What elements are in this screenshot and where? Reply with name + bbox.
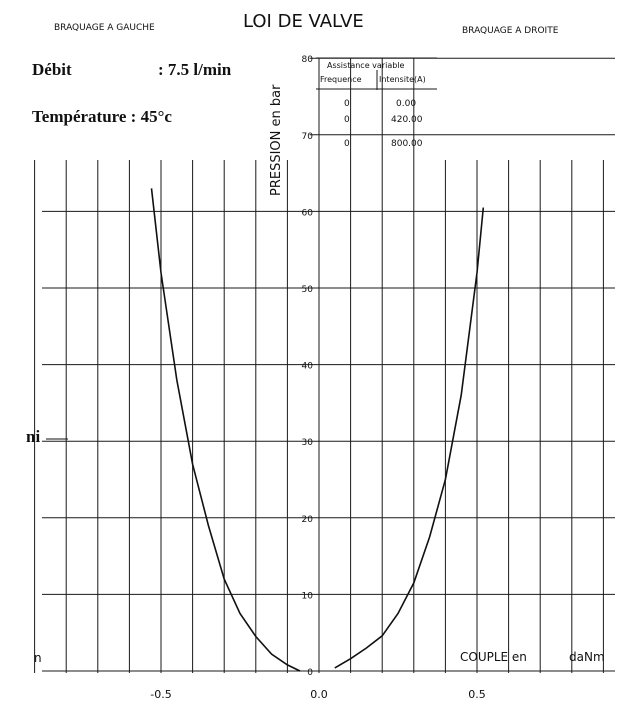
y-tick-labels: 0 10 20 30 40 50 60 70 80 — [302, 55, 314, 678]
horizontal-gridlines — [42, 57, 615, 672]
left-caption: BRAQUAGE A GAUCHE — [54, 23, 155, 33]
curve-right-steering — [334, 207, 485, 669]
y-tick-label: 60 — [302, 208, 314, 218]
chart-title: LOI DE VALVE — [243, 11, 364, 32]
x-tick-label: 0.5 — [468, 688, 486, 701]
curve-left-steering — [150, 188, 301, 672]
table-header-title: Assistance variable — [327, 61, 405, 70]
table-row-2-freq: 0 — [344, 115, 350, 125]
y-tick-label: 70 — [302, 132, 314, 142]
table-row-2-int: 420.00 — [391, 115, 423, 125]
valve-curves — [150, 188, 485, 672]
y-tick-label: 10 — [302, 591, 314, 601]
x-axis-label-main: COUPLE en — [460, 650, 527, 664]
y-tick-label: 80 — [302, 55, 314, 65]
table-header-intensite: Intensite(A) — [379, 75, 426, 84]
table-row-1-freq: 0 — [344, 99, 350, 109]
debit-value: : 7.5 l/min — [158, 60, 232, 79]
y-tick-label: 30 — [302, 438, 314, 448]
table-header-frequence: Frequence — [320, 75, 362, 84]
y-axis-label: PRESSION en bar — [269, 84, 284, 196]
y-tick-label: 50 — [302, 285, 314, 295]
y-tick-label: 0 — [307, 668, 313, 678]
y-tick-label: 20 — [302, 515, 314, 525]
temperature-label: Température : 45°c — [32, 107, 172, 126]
corner-label: n — [34, 651, 42, 665]
x-tick-label: 0.0 — [310, 688, 328, 701]
debit-label: Débit — [32, 60, 72, 79]
side-label: ni — [26, 427, 40, 446]
assistance-table: Assistance variable Frequence Intensite(… — [316, 57, 437, 149]
vertical-gridlines — [34, 58, 604, 673]
right-caption: BRAQUAGE A DROITE — [462, 26, 559, 36]
x-axis-label-unit: daNm — [569, 650, 605, 664]
y-tick-label: 40 — [302, 362, 314, 372]
x-tick-labels: -0.5 0.0 0.5 — [150, 688, 485, 701]
table-row-1-int: 0.00 — [396, 99, 416, 109]
x-tick-label: -0.5 — [150, 688, 171, 701]
table-row-3-int: 800.00 — [391, 139, 423, 149]
table-row-3-freq: 0 — [344, 139, 350, 149]
